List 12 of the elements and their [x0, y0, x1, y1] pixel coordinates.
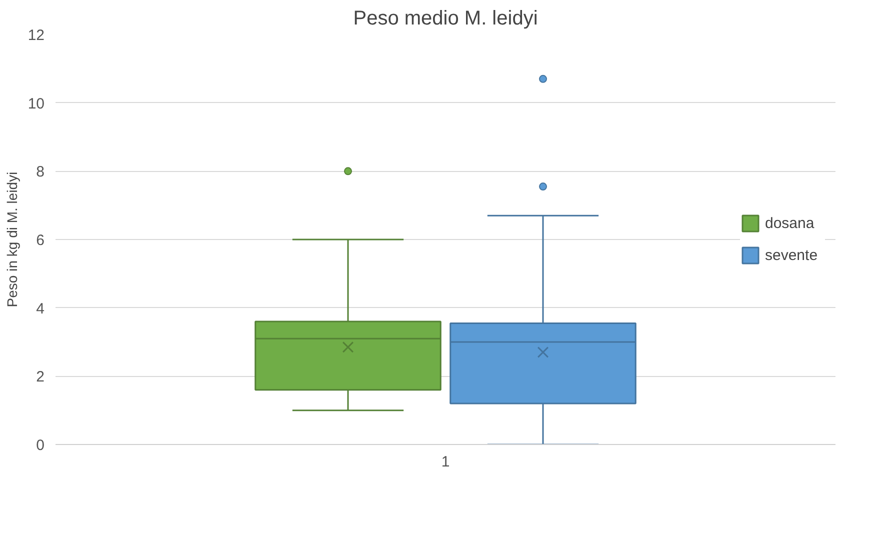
- y-tick-label: 0: [36, 437, 44, 454]
- y-axis-title: Peso in kg di M. leidyi: [4, 172, 20, 308]
- y-tick-label: 4: [36, 300, 44, 318]
- y-tick-label: 6: [36, 232, 44, 249]
- x-tick-label: 1: [441, 454, 450, 470]
- y-tick-label: 10: [28, 95, 45, 112]
- y-tick-label: 2: [36, 368, 44, 386]
- legend-label: sevente: [765, 246, 819, 264]
- y-tick-label: 8: [36, 164, 44, 181]
- chart-title: Peso medio M. leidyi: [353, 8, 538, 30]
- legend-label: dosana: [765, 214, 816, 232]
- y-tick-label: 12: [28, 27, 45, 44]
